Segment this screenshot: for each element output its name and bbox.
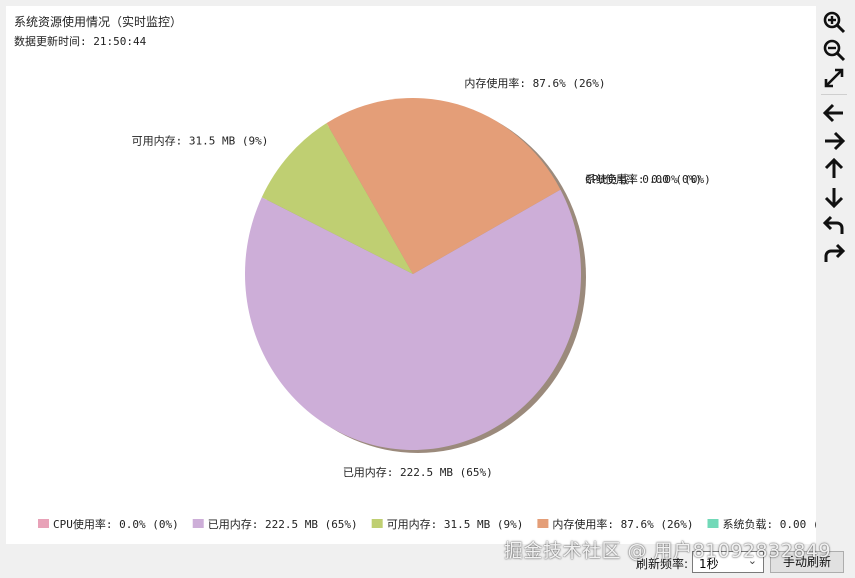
legend-swatch <box>192 519 204 528</box>
slice-label: 内存使用率: 87.6% (26%) <box>464 76 605 90</box>
legend-swatch <box>371 519 383 528</box>
refresh-rate-value: 1秒 <box>699 557 719 571</box>
pie-slice[interactable] <box>261 123 413 274</box>
manual-refresh-button[interactable]: 手动刷新 <box>770 551 844 573</box>
legend-label: 内存使用率: 87.6% (26%) <box>552 517 693 531</box>
toolbar-divider <box>821 94 847 95</box>
refresh-rate-select[interactable]: 1秒 ⌄ <box>692 551 764 573</box>
legend-label: 系统负载: 0.00 (0%) <box>723 517 817 531</box>
arrow-right-icon[interactable] <box>820 127 848 155</box>
chart-toolbar <box>818 8 850 267</box>
undo-icon[interactable] <box>820 211 848 239</box>
legend-item[interactable]: 系统负载: 0.00 (0%) <box>707 517 817 531</box>
legend-label: CPU使用率: 0.0% (0%) <box>53 517 179 531</box>
redo-icon[interactable] <box>820 239 848 267</box>
watermark: 掘金技术社区 @ 用户81092832849 <box>504 540 832 562</box>
legend-item[interactable]: 可用内存: 31.5 MB (9%) <box>371 517 524 531</box>
legend-item[interactable]: CPU使用率: 0.0% (0%) <box>38 517 179 531</box>
chart-title: 系统资源使用情况（实时监控） <box>14 15 183 29</box>
legend-label: 已用内存: 222.5 MB (65%) <box>208 517 358 531</box>
legend-swatch <box>707 519 719 528</box>
zoom-out-icon[interactable] <box>820 36 848 64</box>
legend-label: 可用内存: 31.5 MB (9%) <box>387 517 524 531</box>
zoom-in-icon[interactable] <box>820 8 848 36</box>
legend-swatch <box>38 519 49 528</box>
chevron-down-icon: ⌄ <box>747 554 757 567</box>
slice-label: CPU使用率: 0.0% (0%) <box>585 172 711 186</box>
slice-label: 可用内存: 31.5 MB (9%) <box>132 133 269 147</box>
pie-slice[interactable] <box>326 97 561 274</box>
pie-slice[interactable] <box>245 189 581 450</box>
arrow-left-icon[interactable] <box>820 99 848 127</box>
slice-label: 已用内存: 222.5 MB (65%) <box>343 465 493 479</box>
update-time: 数据更新时间: 21:50:44 <box>14 35 147 48</box>
pie-chart: CPU使用率: 0.0% (0%) 已用内存: 222.5 MB (65%) 可用内… <box>38 76 817 531</box>
legend-item[interactable]: 内存使用率: 87.6% (26%) <box>537 517 694 531</box>
legend-swatch <box>537 519 549 528</box>
arrow-down-icon[interactable] <box>820 183 848 211</box>
refresh-rate-label: 刷新频率: <box>636 557 689 571</box>
fit-icon[interactable] <box>820 64 848 92</box>
arrow-up-icon[interactable] <box>820 155 848 183</box>
bottom-controls: 刷新频率: 1秒 ⌄ 手动刷新 <box>0 548 855 578</box>
chart-panel: 系统资源使用情况（实时监控） 数据更新时间: 21:50:44 CPU使用率: … <box>6 6 816 544</box>
legend-item[interactable]: 已用内存: 222.5 MB (65%) <box>192 517 358 531</box>
slice-label: 系统负载: 0.00 (0%) <box>585 172 702 186</box>
